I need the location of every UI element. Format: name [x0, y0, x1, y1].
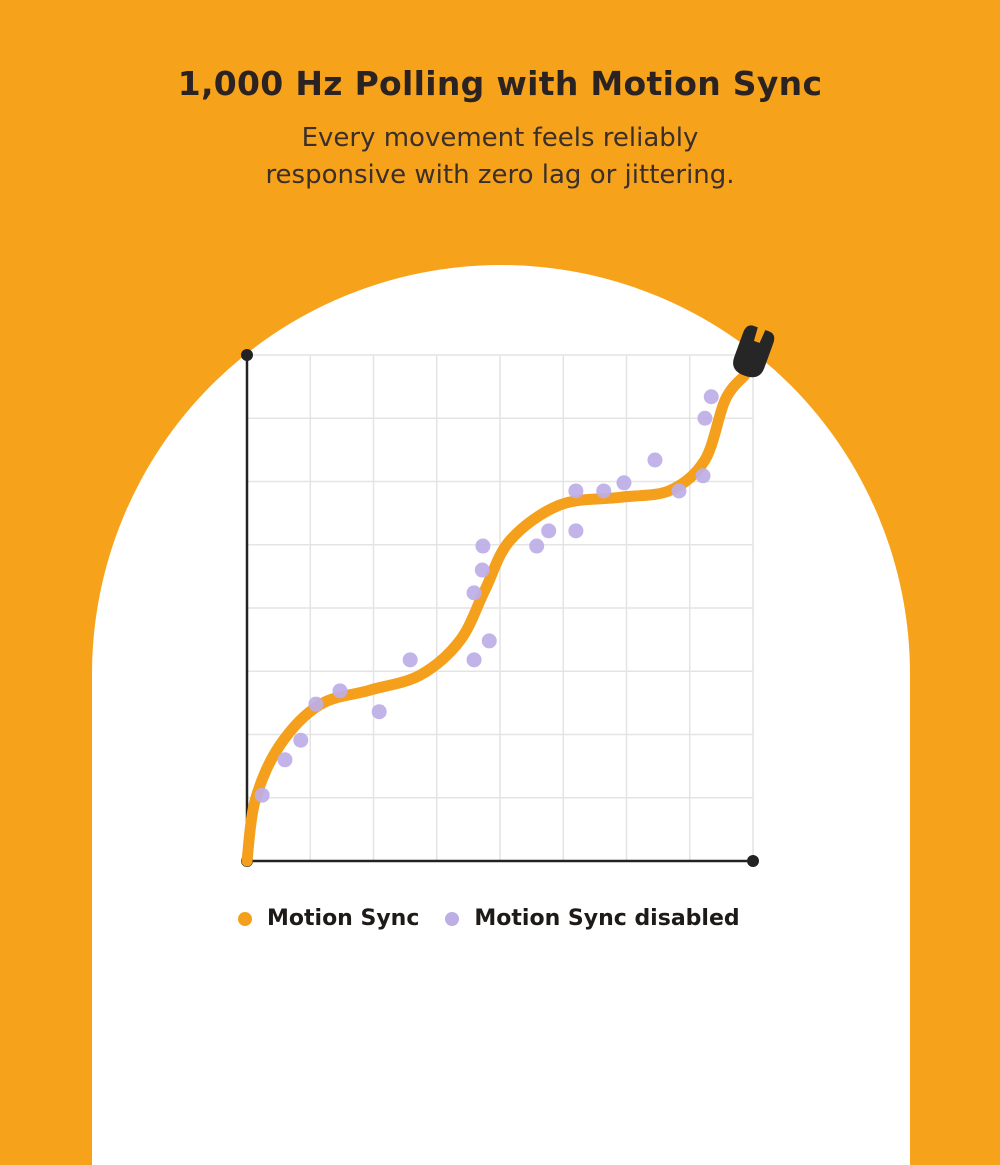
legend: Motion Sync Motion Sync disabled	[238, 906, 766, 931]
motion-sync-disabled-point	[466, 585, 482, 601]
motion-sync-disabled-point	[308, 696, 324, 712]
subtitle: Every movement feels reliably responsive…	[0, 120, 1000, 194]
mouse-body	[733, 325, 775, 378]
legend-label: Motion Sync	[267, 906, 420, 931]
motion-sync-disabled-point	[671, 483, 687, 499]
motion-sync-disabled-point	[568, 483, 584, 499]
mouse-icon	[733, 325, 775, 378]
motion-sync-disabled-point	[332, 683, 348, 699]
motion-sync-disabled-point	[541, 523, 557, 539]
motion-sync-disabled-point	[293, 732, 309, 748]
axis-endpoint	[747, 855, 759, 867]
legend-item-motion-sync: Motion Sync	[238, 906, 419, 931]
subtitle-line-2: responsive with zero lag or jittering.	[265, 160, 735, 190]
legend-label: Motion Sync disabled	[474, 906, 740, 931]
mouse-wheel	[755, 333, 761, 343]
motion-sync-disabled-point	[529, 538, 545, 554]
motion-sync-disabled-point	[402, 652, 418, 668]
motion-sync-disabled-point	[616, 475, 632, 491]
page-title: 1,000 Hz Polling with Motion Sync	[177, 64, 823, 103]
motion-sync-disabled-point	[254, 787, 270, 803]
chart	[241, 325, 775, 867]
motion-sync-disabled-point	[596, 483, 612, 499]
legend-item-motion-sync-disabled: Motion Sync disabled	[445, 906, 740, 931]
motion-sync-disabled-point	[371, 704, 387, 720]
motion-sync-disabled-point	[475, 538, 491, 554]
motion-sync-disabled-point	[481, 633, 497, 649]
motion-sync-disabled-point	[277, 752, 293, 768]
motion-sync-disabled-point	[703, 389, 719, 405]
motion-sync-disabled-point	[466, 652, 482, 668]
legend-swatch-motion-sync-disabled	[445, 911, 460, 926]
subtitle-line-1: Every movement feels reliably	[301, 123, 699, 153]
motion-sync-disabled-point	[695, 468, 711, 484]
legend-swatch-motion-sync	[238, 911, 252, 926]
motion-sync-disabled-point	[647, 452, 663, 468]
axis-endpoint	[241, 349, 253, 361]
motion-sync-disabled-point	[474, 562, 490, 578]
motion-sync-disabled-point	[568, 523, 584, 539]
motion-sync-line	[241, 369, 751, 867]
motion-sync-disabled-point	[697, 410, 713, 426]
